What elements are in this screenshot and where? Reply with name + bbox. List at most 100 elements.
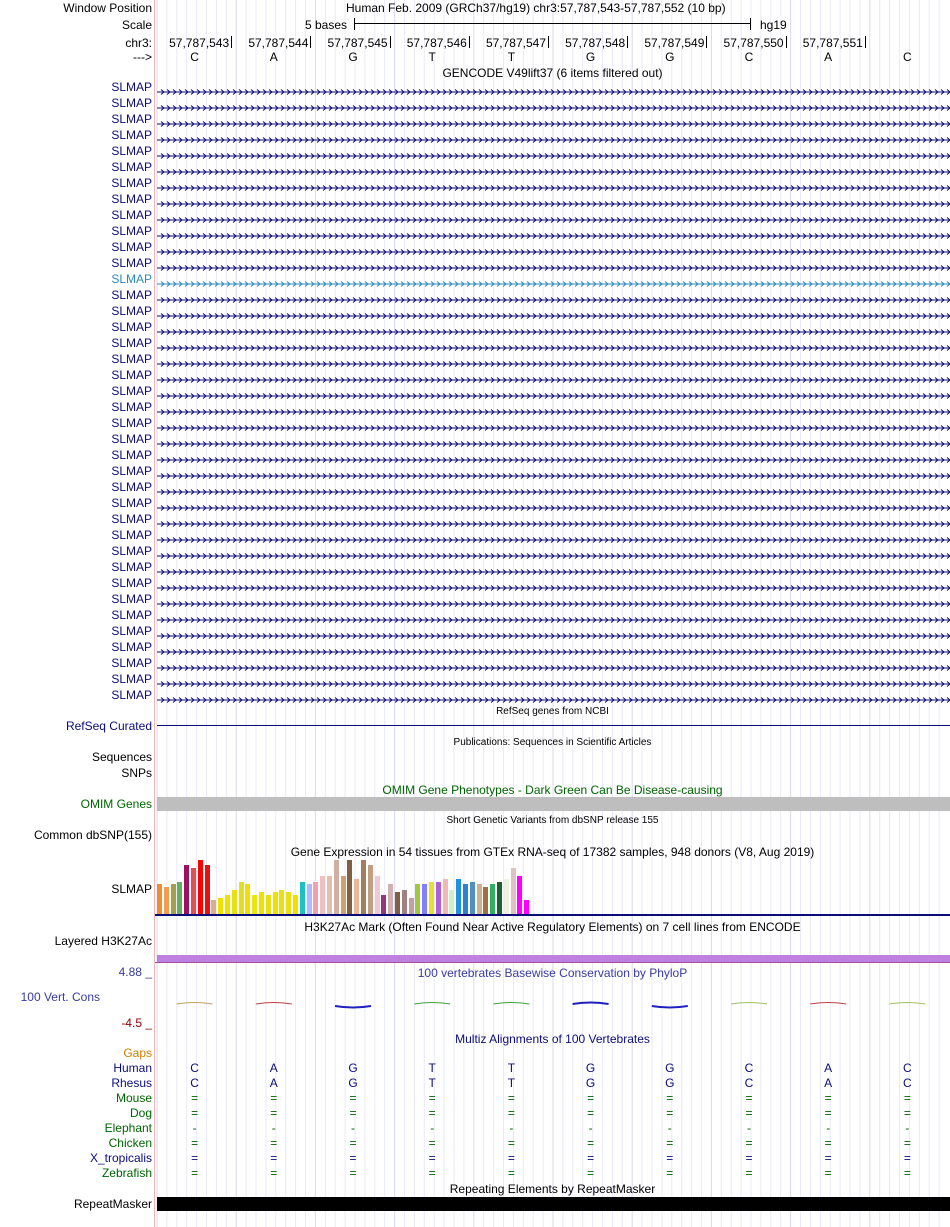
multiz-species-label[interactable]: Dog: [129, 1106, 152, 1120]
gencode-gene-label[interactable]: SLMAP: [111, 336, 152, 350]
gencode-transcript[interactable]: [157, 596, 950, 607]
gencode-gene-label[interactable]: SLMAP: [111, 624, 152, 638]
gtex-tissue-bar[interactable]: [170, 884, 176, 914]
gencode-gene-label[interactable]: SLMAP: [111, 640, 152, 654]
gencode-gene-label[interactable]: SLMAP: [111, 400, 152, 414]
gtex-tissue-bar[interactable]: [347, 860, 353, 914]
gtex-tissue-bar[interactable]: [293, 895, 298, 914]
gencode-transcript[interactable]: [157, 244, 950, 255]
gtex-tissue-bar[interactable]: [184, 865, 190, 914]
dbsnp-label[interactable]: Common dbSNP(155): [33, 828, 152, 842]
gencode-transcript[interactable]: [157, 500, 950, 511]
repeatmasker-title[interactable]: Repeating Elements by RepeatMasker: [449, 1182, 656, 1196]
gtex-bar-chart[interactable]: [157, 860, 537, 914]
gencode-gene-label[interactable]: SLMAP: [111, 544, 152, 558]
gencode-transcript[interactable]: [157, 340, 950, 351]
pubs-label-snps[interactable]: SNPs: [121, 766, 152, 780]
omim-feature-bar[interactable]: [157, 797, 950, 811]
refseq-title[interactable]: RefSeq genes from NCBI: [496, 706, 609, 717]
gencode-gene-label[interactable]: SLMAP: [111, 480, 152, 494]
gtex-tissue-bar[interactable]: [327, 876, 332, 914]
repeatmasker-feature[interactable]: [157, 1197, 950, 1211]
gencode-transcript[interactable]: [157, 436, 950, 447]
gencode-transcript[interactable]: [157, 420, 950, 431]
gencode-gene-label[interactable]: SLMAP: [111, 464, 152, 478]
gencode-transcript[interactable]: [157, 356, 950, 367]
refseq-label[interactable]: RefSeq Curated: [65, 719, 152, 733]
gencode-transcript[interactable]: [157, 404, 950, 415]
omim-label[interactable]: OMIM Genes: [80, 797, 152, 811]
gencode-gene-label[interactable]: SLMAP: [111, 560, 152, 574]
gencode-gene-label[interactable]: SLMAP: [111, 304, 152, 318]
gtex-tissue-bar[interactable]: [157, 884, 162, 914]
gencode-transcript[interactable]: [157, 516, 950, 527]
gtex-tissue-bar[interactable]: [456, 879, 462, 914]
gencode-gene-label[interactable]: SLMAP: [111, 672, 152, 686]
gtex-tissue-bar[interactable]: [408, 898, 414, 914]
gtex-tissue-bar[interactable]: [191, 868, 196, 914]
gencode-gene-label[interactable]: SLMAP: [111, 320, 152, 334]
gtex-tissue-bar[interactable]: [225, 895, 230, 914]
gencode-gene-label[interactable]: SLMAP: [111, 160, 152, 174]
gtex-tissue-bar[interactable]: [415, 884, 421, 914]
refseq-gene-line[interactable]: [157, 725, 950, 726]
gencode-transcript[interactable]: [157, 212, 950, 223]
multiz-species-label[interactable]: Elephant: [104, 1121, 152, 1135]
gencode-transcript[interactable]: [157, 676, 950, 687]
gencode-gene-label[interactable]: SLMAP: [111, 96, 152, 110]
gtex-tissue-bar[interactable]: [449, 890, 455, 914]
gtex-tissue-bar[interactable]: [231, 890, 237, 914]
gtex-tissue-bar[interactable]: [177, 882, 183, 914]
gencode-gene-label[interactable]: SLMAP: [111, 592, 152, 606]
gtex-tissue-bar[interactable]: [469, 882, 475, 914]
gencode-transcript[interactable]: [157, 116, 950, 127]
gencode-transcript[interactable]: [157, 260, 950, 271]
gtex-tissue-bar[interactable]: [259, 892, 264, 914]
gtex-tissue-bar[interactable]: [401, 890, 407, 914]
multiz-species-label[interactable]: Zebrafish: [101, 1166, 152, 1180]
gtex-tissue-bar[interactable]: [211, 900, 217, 914]
gencode-transcript[interactable]: [157, 388, 950, 399]
multiz-species-label[interactable]: X_tropicalis: [89, 1151, 152, 1165]
gtex-tissue-bar[interactable]: [388, 884, 394, 914]
gtex-tissue-bar[interactable]: [333, 860, 339, 914]
gtex-tissue-bar[interactable]: [313, 882, 319, 914]
h3k27ac-signal[interactable]: [157, 955, 950, 962]
gtex-tissue-bar[interactable]: [197, 860, 203, 914]
multiz-species-label[interactable]: Mouse: [115, 1091, 152, 1105]
dbsnp-title[interactable]: Short Genetic Variants from dbSNP releas…: [446, 815, 659, 826]
gtex-tissue-bar[interactable]: [204, 865, 210, 914]
gtex-tissue-bar[interactable]: [286, 892, 292, 914]
gencode-gene-label[interactable]: SLMAP: [111, 288, 152, 302]
cons-title[interactable]: 100 vertebrates Basewise Conservation by…: [417, 966, 688, 980]
gtex-tissue-bar[interactable]: [320, 876, 326, 914]
pubs-title[interactable]: Publications: Sequences in Scientific Ar…: [453, 737, 652, 748]
gencode-transcript[interactable]: [157, 164, 950, 175]
gencode-gene-label[interactable]: SLMAP: [111, 176, 152, 190]
gencode-gene-label[interactable]: SLMAP: [111, 256, 152, 270]
gtex-tissue-bar[interactable]: [497, 882, 502, 914]
gtex-tissue-bar[interactable]: [163, 887, 169, 914]
gencode-transcript[interactable]: [157, 100, 950, 111]
gencode-transcript[interactable]: [157, 180, 950, 191]
gencode-gene-label[interactable]: SLMAP: [111, 272, 152, 286]
gencode-gene-label[interactable]: SLMAP: [111, 608, 152, 622]
gencode-gene-label[interactable]: SLMAP: [111, 368, 152, 382]
gtex-tissue-bar[interactable]: [245, 884, 251, 914]
gencode-gene-label[interactable]: SLMAP: [111, 352, 152, 366]
gtex-tissue-bar[interactable]: [265, 895, 271, 914]
gencode-transcript[interactable]: [157, 452, 950, 463]
gencode-gene-label[interactable]: SLMAP: [111, 80, 152, 94]
gencode-transcript[interactable]: [157, 324, 950, 335]
gtex-tissue-bar[interactable]: [381, 895, 387, 914]
gtex-tissue-bar[interactable]: [361, 860, 366, 914]
gencode-transcript[interactable]: [157, 276, 950, 287]
gencode-transcript[interactable]: [157, 148, 950, 159]
gtex-tissue-bar[interactable]: [252, 895, 258, 914]
gencode-transcript[interactable]: [157, 692, 950, 703]
gtex-tissue-bar[interactable]: [524, 900, 530, 914]
gencode-gene-label[interactable]: SLMAP: [111, 448, 152, 462]
gencode-gene-label[interactable]: SLMAP: [111, 688, 152, 702]
gencode-gene-label[interactable]: SLMAP: [111, 384, 152, 398]
gencode-gene-label[interactable]: SLMAP: [111, 208, 152, 222]
